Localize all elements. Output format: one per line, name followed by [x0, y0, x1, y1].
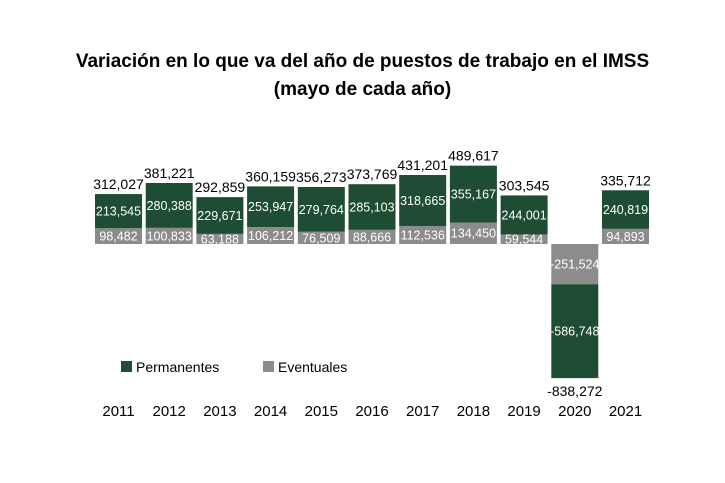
label-eventuales-2016: 88,666 [353, 230, 391, 244]
x-tick-2011: 2011 [102, 403, 134, 420]
label-total-2017: 431,201 [397, 157, 448, 173]
bar-permanentes-2015 [297, 186, 345, 232]
label-total-2021: 335,712 [600, 172, 651, 188]
label-eventuales-2021: 94,893 [606, 230, 644, 244]
x-tick-2013: 2013 [203, 403, 236, 420]
label-eventuales-2015: 76,509 [302, 231, 340, 245]
label-eventuales-2018: 134,450 [451, 227, 496, 241]
x-tick-2014: 2014 [254, 403, 287, 420]
label-permanentes-2020: -586,748 [550, 325, 599, 339]
bar-eventuales-2016 [348, 229, 396, 244]
label-total-2013: 292,859 [195, 179, 246, 195]
label-total-2018: 489,617 [448, 148, 499, 164]
label-eventuales-2011: 98,482 [99, 230, 137, 244]
label-total-2015: 356,273 [296, 169, 347, 185]
legend-label-permanentes: Permanentes [136, 359, 219, 375]
x-tick-2016: 2016 [355, 403, 388, 420]
label-total-2012: 381,221 [144, 165, 195, 181]
bar-eventuales-2020 [551, 244, 599, 285]
label-eventuales-2012: 100,833 [147, 229, 192, 243]
bar-permanentes-2011 [95, 194, 142, 229]
x-tick-2017: 2017 [406, 403, 439, 420]
label-permanentes-2017: 318,665 [400, 194, 445, 208]
label-permanentes-2021: 240,819 [603, 203, 648, 217]
bar-eventuales-2015 [297, 231, 345, 244]
chart-title-line2: (mayo de cada año) [273, 79, 452, 100]
bar-permanentes-2016 [348, 184, 396, 230]
bar-permanentes-2013 [196, 197, 244, 234]
x-tick-2018: 2018 [457, 403, 490, 420]
label-eventuales-2020: -251,524 [550, 258, 599, 272]
label-total-2016: 373,769 [347, 166, 398, 182]
bars-group [95, 165, 649, 379]
bar-eventuales-2012 [145, 227, 193, 244]
bar-permanentes-2020 [551, 284, 599, 379]
label-total-2020: -838,272 [547, 383, 602, 399]
inner-labels-group: 98,482 213,545 100,833 280,388 63,188 229,671… [96, 188, 648, 339]
bar-eventuales-2017 [399, 225, 447, 244]
bar-eventuales-2011 [95, 228, 142, 244]
bar-eventuales-2018 [449, 222, 497, 244]
legend-swatch-permanentes [121, 361, 132, 372]
bar-eventuales-2021 [602, 228, 649, 244]
label-total-2014: 360,159 [245, 168, 296, 184]
label-permanentes-2015: 279,764 [299, 203, 344, 217]
label-eventuales-2013: 63,188 [201, 232, 239, 246]
label-permanentes-2013: 229,671 [197, 209, 242, 223]
label-eventuales-2017: 112,536 [401, 228, 445, 242]
x-tick-2021: 2021 [609, 403, 642, 420]
label-permanentes-2014: 253,947 [248, 200, 293, 214]
x-axis-labels-group: 2011 2012 2013 2014 2015 2016 2017 2018 2019 2020… [102, 403, 642, 420]
bar-eventuales-2013 [196, 233, 244, 244]
bar-permanentes-2012 [145, 183, 193, 228]
x-tick-2015: 2015 [305, 403, 338, 420]
label-permanentes-2018: 355,167 [451, 188, 496, 202]
x-tick-2012: 2012 [153, 403, 186, 420]
legend-label-eventuales: Eventuales [278, 359, 347, 375]
label-permanentes-2011: 213,545 [96, 205, 141, 219]
label-permanentes-2016: 285,103 [349, 201, 394, 215]
bar-permanentes-2018 [449, 165, 497, 223]
legend-swatch-eventuales [263, 361, 274, 372]
label-permanentes-2019: 244,001 [502, 208, 547, 222]
bar-eventuales-2014 [247, 227, 295, 244]
bar-permanentes-2019 [500, 195, 548, 235]
bar-eventuales-2019 [500, 234, 548, 244]
x-tick-2019: 2019 [507, 403, 540, 420]
chart-title-line1: Variación en lo que va del año de puesto… [75, 51, 650, 72]
label-total-2011: 312,027 [93, 176, 144, 192]
label-eventuales-2019: 59,544 [505, 233, 543, 247]
legend: Permanentes Eventuales [121, 359, 347, 375]
chart-title: Variación en lo que va del año de puesto… [0, 48, 725, 104]
label-eventuales-2014: 106,212 [248, 229, 293, 243]
x-tick-2020: 2020 [558, 403, 591, 420]
label-permanentes-2012: 280,388 [147, 199, 192, 213]
bar-permanentes-2021 [602, 190, 649, 229]
label-total-2019: 303,545 [499, 177, 550, 193]
bar-permanentes-2014 [247, 186, 295, 228]
bar-permanentes-2017 [399, 175, 447, 226]
